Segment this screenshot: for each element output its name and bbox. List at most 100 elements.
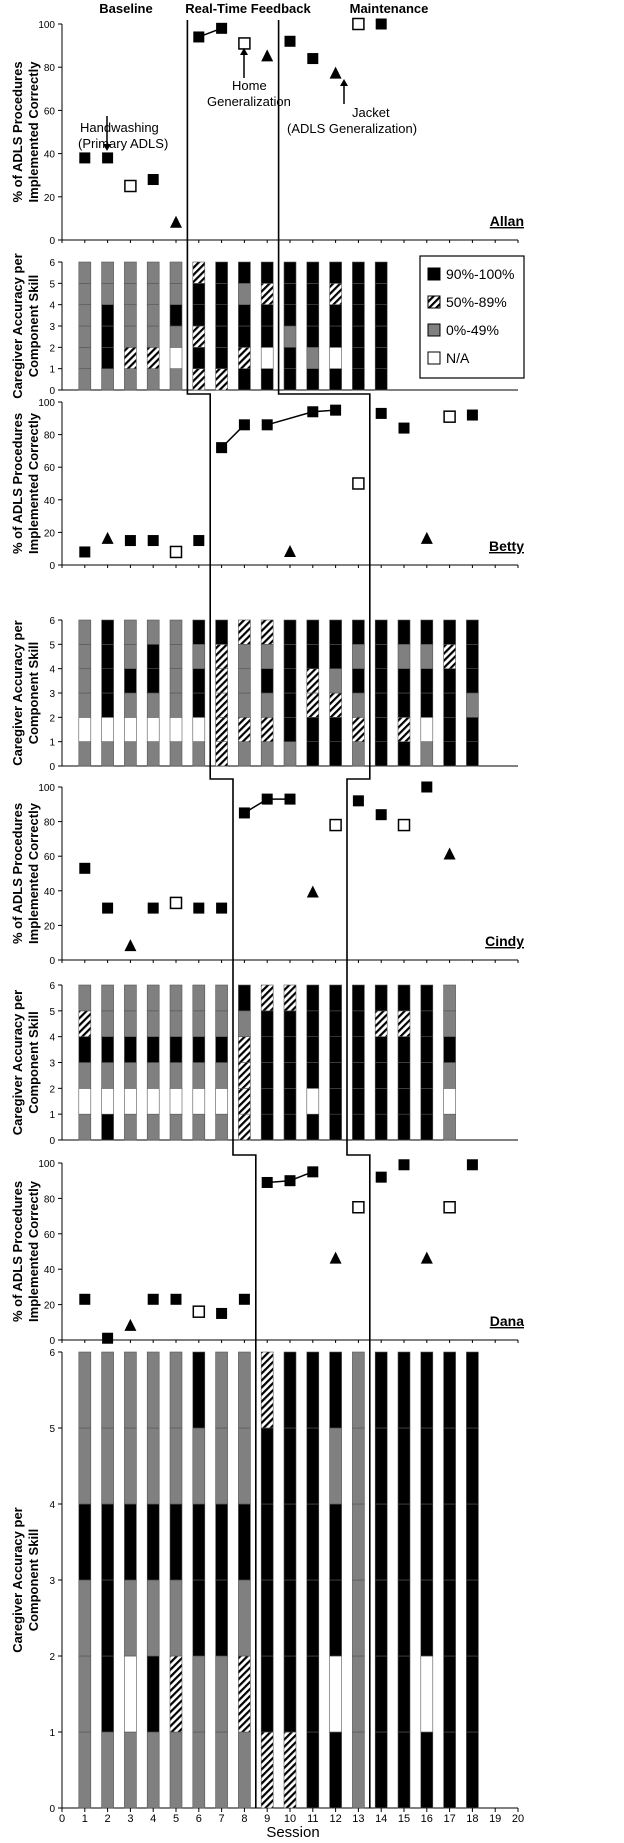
bar-cell-low (78, 261, 92, 284)
bar-cell-high (260, 304, 274, 327)
bar-cell-high (374, 717, 388, 742)
bar-cell-high (306, 368, 320, 391)
point-primary (238, 419, 250, 431)
point-primary (216, 22, 228, 34)
bar-cell-high (420, 1579, 434, 1657)
session-tick-label: 7 (219, 1813, 225, 1825)
bar-cell-high (101, 692, 114, 718)
bar-cell-low (352, 692, 365, 718)
legend-swatch-low (427, 323, 441, 337)
bottom-y-tick-label: 4 (49, 1033, 55, 1044)
bar-cell-high (215, 347, 228, 369)
bar-cell-mid (215, 644, 228, 669)
point-primary (102, 1332, 114, 1344)
bar-cell-low (169, 1062, 183, 1089)
bar-cell-high (124, 668, 137, 694)
bar-cell-high (260, 1503, 274, 1581)
bar-cell-high (101, 644, 114, 669)
bar-cell-low (238, 1351, 251, 1429)
bar-cell-high (260, 1036, 274, 1063)
session-tick-label: 0 (59, 1813, 65, 1825)
bar-cell-high (283, 1579, 297, 1657)
bar-cell-high (397, 1088, 411, 1115)
bar-cell-na (215, 1088, 228, 1115)
bar-cell-high (397, 1503, 411, 1581)
bar-cell-high (466, 1427, 479, 1505)
bar-cell-low (352, 1427, 365, 1505)
bar-cell-low (78, 692, 92, 718)
bar-cell-high (192, 619, 206, 645)
bottom-y-tick-label: 2 (49, 713, 55, 724)
bar-cell-low (215, 984, 228, 1012)
bar-cell-low (420, 741, 434, 767)
bar-cell-high (306, 325, 320, 348)
bar-cell-high (397, 1113, 411, 1141)
top-y-tick-label: 0 (49, 561, 55, 572)
point-primary (352, 795, 364, 807)
bar-cell-mid (238, 347, 251, 369)
bar-cell-high (306, 1655, 320, 1733)
bar-cell-low (238, 692, 251, 718)
bar-cell-high (352, 1113, 365, 1141)
bar-cell-low (146, 261, 160, 284)
point-primary (147, 902, 159, 914)
bar-cell-high (238, 261, 251, 284)
session-tick-label: 8 (241, 1813, 247, 1825)
bar-cell-high (306, 644, 320, 669)
bottom-y-tick-label: 3 (49, 1059, 55, 1070)
bar-cell-high (306, 717, 320, 742)
session-tick-label: 10 (284, 1813, 296, 1825)
bar-cell-high (101, 347, 114, 369)
bar-cell-high (374, 304, 388, 327)
bottom-y-tick-label: 5 (49, 1424, 55, 1435)
bar-cell-high (420, 692, 434, 718)
top-y-tick-label: 0 (49, 236, 55, 247)
bottom-y-title-line1: Caregiver Accuracy per (10, 253, 25, 399)
bar-cell-high (329, 741, 342, 767)
bar-cell-high (329, 717, 342, 742)
bar-cell-low (146, 619, 160, 645)
bottom-y-tick-label: 4 (49, 665, 55, 676)
point-primary (170, 1293, 182, 1305)
bar-cell-low (192, 1113, 206, 1141)
bar-cell-low (169, 325, 183, 348)
top-y-tick-label: 100 (38, 1159, 55, 1170)
session-tick-label: 5 (173, 1813, 179, 1825)
bar-cell-high (306, 283, 320, 305)
top-y-title-line1: % of ADLS Procedures (10, 1181, 25, 1322)
bar-cell-high (466, 1351, 479, 1429)
bar-cell-high (420, 984, 434, 1012)
bar-cell-low (238, 668, 251, 694)
bar-cell-high (374, 741, 388, 767)
bar-cell-high (374, 368, 388, 391)
session-tick-label: 6 (196, 1813, 202, 1825)
bar-cell-low (146, 1427, 160, 1505)
bar-cell-low (124, 1062, 137, 1089)
bar-cell-low (101, 1351, 114, 1429)
top-y-title-line2: Implemented Correctly (26, 61, 41, 203)
top-y-title-line2: Implemented Correctly (26, 412, 41, 554)
x-axis-title: Session (266, 1824, 319, 1841)
bottom-y-tick-label: 5 (49, 640, 55, 651)
bar-cell-high (374, 644, 388, 669)
top-y-title-line2: Implemented Correctly (26, 1180, 41, 1322)
bar-cell-high (329, 1731, 342, 1809)
bar-cell-low (124, 644, 137, 669)
bar-cell-high (101, 1113, 114, 1141)
bar-cell-mid (192, 261, 206, 284)
bar-cell-high (352, 325, 365, 348)
bar-cell-high (306, 619, 320, 645)
data-path (266, 411, 314, 426)
point-primary (466, 409, 478, 421)
bar-cell-high (466, 1731, 479, 1809)
bar-cell-high (238, 984, 251, 1012)
point-home (329, 818, 342, 832)
bar-cell-low (169, 1427, 183, 1505)
session-tick-label: 11 (307, 1813, 318, 1825)
bar-cell-high (352, 283, 365, 305)
bottom-y-tick-label: 1 (49, 738, 55, 749)
bar-cell-low (124, 692, 137, 718)
bar-cell-low (397, 644, 411, 669)
bar-cell-high (146, 1655, 160, 1733)
